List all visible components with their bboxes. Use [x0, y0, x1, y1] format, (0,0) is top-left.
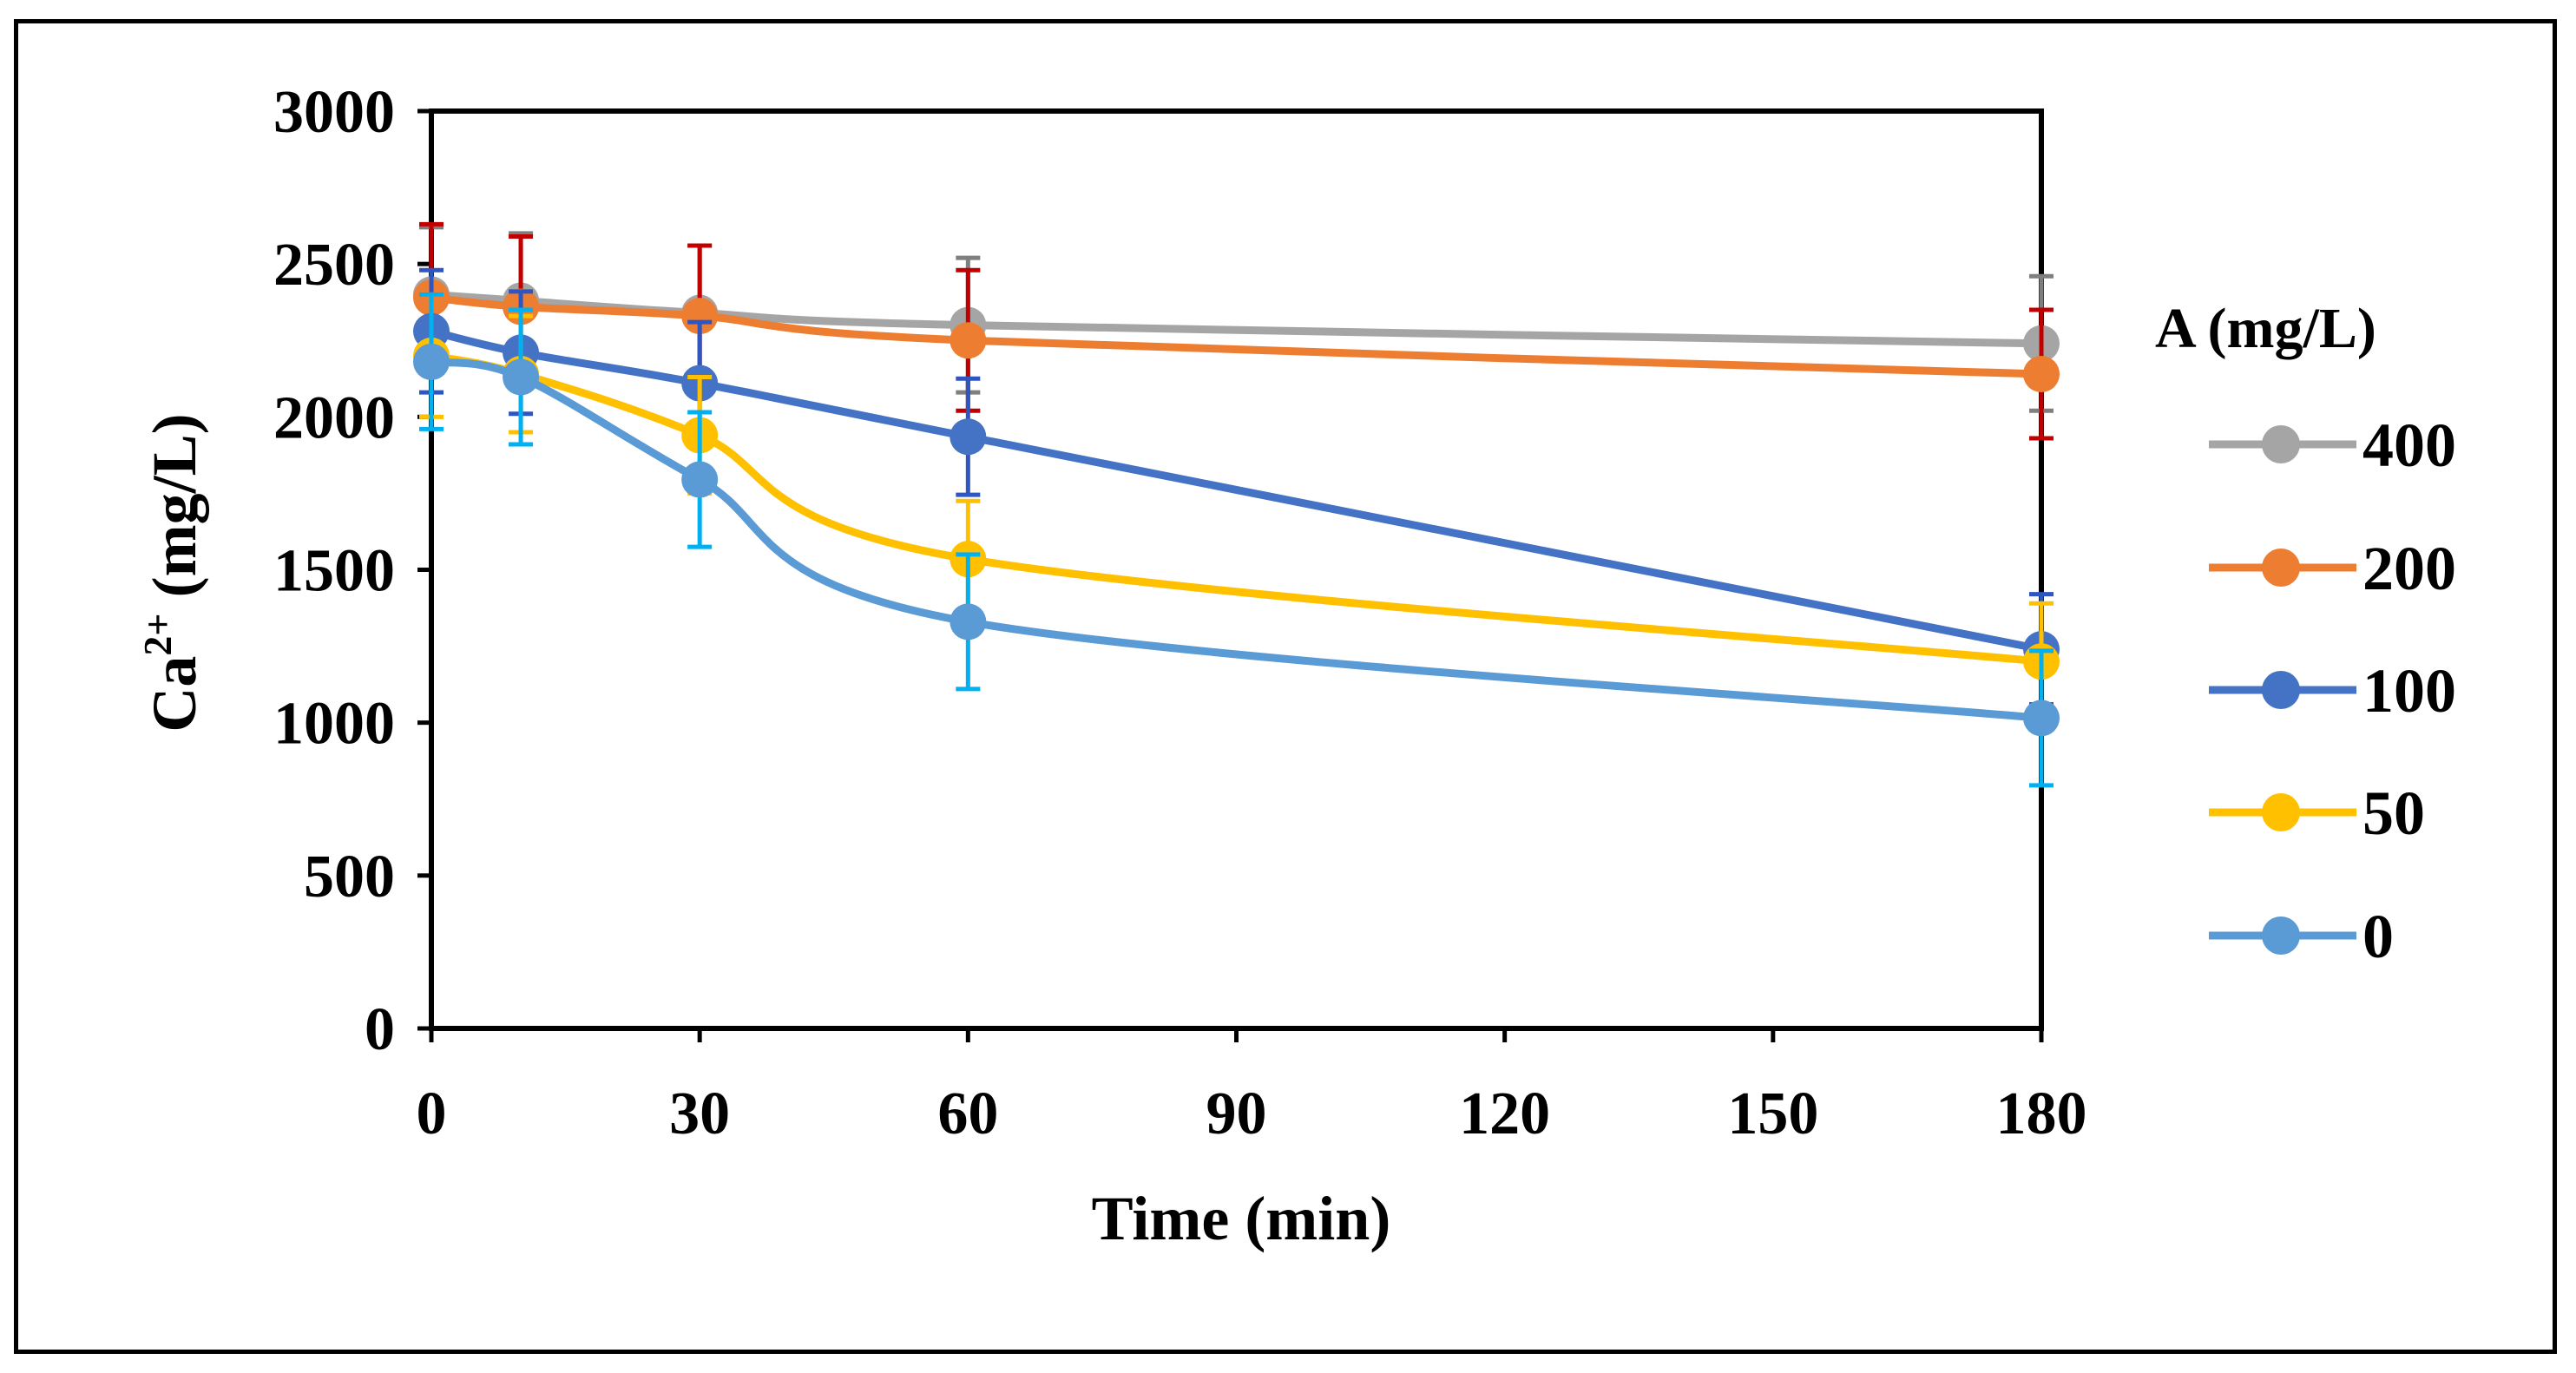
- plot-frame: [429, 108, 2044, 1031]
- legend-label: 100: [2362, 656, 2456, 726]
- x-axis: 0 30 60 90 120 150 180: [417, 1028, 2087, 1147]
- legend-marker: [2262, 671, 2300, 709]
- x-tick-label: 30: [669, 1081, 730, 1147]
- data-point: [681, 298, 719, 335]
- y-axis-title-unit: (mg/L): [140, 413, 209, 613]
- y-tick-label: 1500: [273, 538, 395, 605]
- y-axis-title: Ca2+ (mg/L): [135, 413, 209, 732]
- x-tick-label: 120: [1459, 1081, 1550, 1147]
- x-axis-title: Time (min): [1092, 1184, 1391, 1253]
- figure-frame: [14, 19, 2557, 1354]
- x-tick-label: 180: [1996, 1081, 2087, 1147]
- y-tick-label: 1000: [273, 691, 395, 758]
- y-axis-title-base: Ca: [140, 656, 209, 732]
- data-point: [950, 418, 987, 456]
- data-point: [681, 461, 719, 498]
- legend: A (mg/L) 400 200 100 50 0: [2155, 297, 2456, 971]
- y-tick-label: 3000: [273, 79, 395, 146]
- data-point: [950, 322, 987, 359]
- y-tick-label: 2000: [273, 384, 395, 451]
- series-line: [427, 358, 2046, 722]
- x-tick-label: 0: [417, 1081, 447, 1147]
- y-axis-title-superscript: 2+: [135, 613, 180, 655]
- legend-item-400: 400: [2209, 411, 2456, 480]
- legend-marker: [2262, 549, 2300, 587]
- legend-marker: [2262, 793, 2300, 831]
- y-axis: 0 500 1000 1500 2000 2500 3000: [273, 79, 431, 1063]
- plot-area-border: [429, 108, 2044, 1031]
- legend-item-100: 100: [2209, 656, 2456, 726]
- legend-label: 50: [2362, 778, 2425, 848]
- series-line: [427, 290, 2046, 348]
- data-point: [2023, 700, 2060, 737]
- series-line: [427, 351, 2046, 666]
- legend-label: 400: [2362, 411, 2456, 480]
- x-tick-label: 60: [937, 1081, 998, 1147]
- series-0: [413, 292, 2060, 788]
- legend-item-50: 50: [2209, 778, 2425, 848]
- legend-title: A (mg/L): [2155, 297, 2376, 360]
- legend-label: 200: [2362, 534, 2456, 603]
- legend-item-0: 0: [2209, 902, 2394, 971]
- y-tick-label: 500: [304, 844, 395, 910]
- series-400: [413, 225, 2060, 413]
- data-point: [503, 358, 540, 396]
- y-tick-label: 2500: [273, 232, 395, 299]
- series-layer: [413, 221, 2060, 788]
- x-tick-label: 150: [1727, 1081, 1818, 1147]
- legend-marker: [2262, 425, 2300, 463]
- x-tick-label: 90: [1206, 1081, 1267, 1147]
- data-point: [2023, 356, 2060, 393]
- series-line: [427, 327, 2046, 654]
- data-point: [950, 603, 987, 641]
- data-point: [413, 343, 450, 380]
- legend-marker: [2262, 916, 2300, 955]
- legend-label: 0: [2362, 902, 2394, 971]
- y-tick-label: 0: [365, 996, 395, 1063]
- legend-item-200: 200: [2209, 534, 2456, 603]
